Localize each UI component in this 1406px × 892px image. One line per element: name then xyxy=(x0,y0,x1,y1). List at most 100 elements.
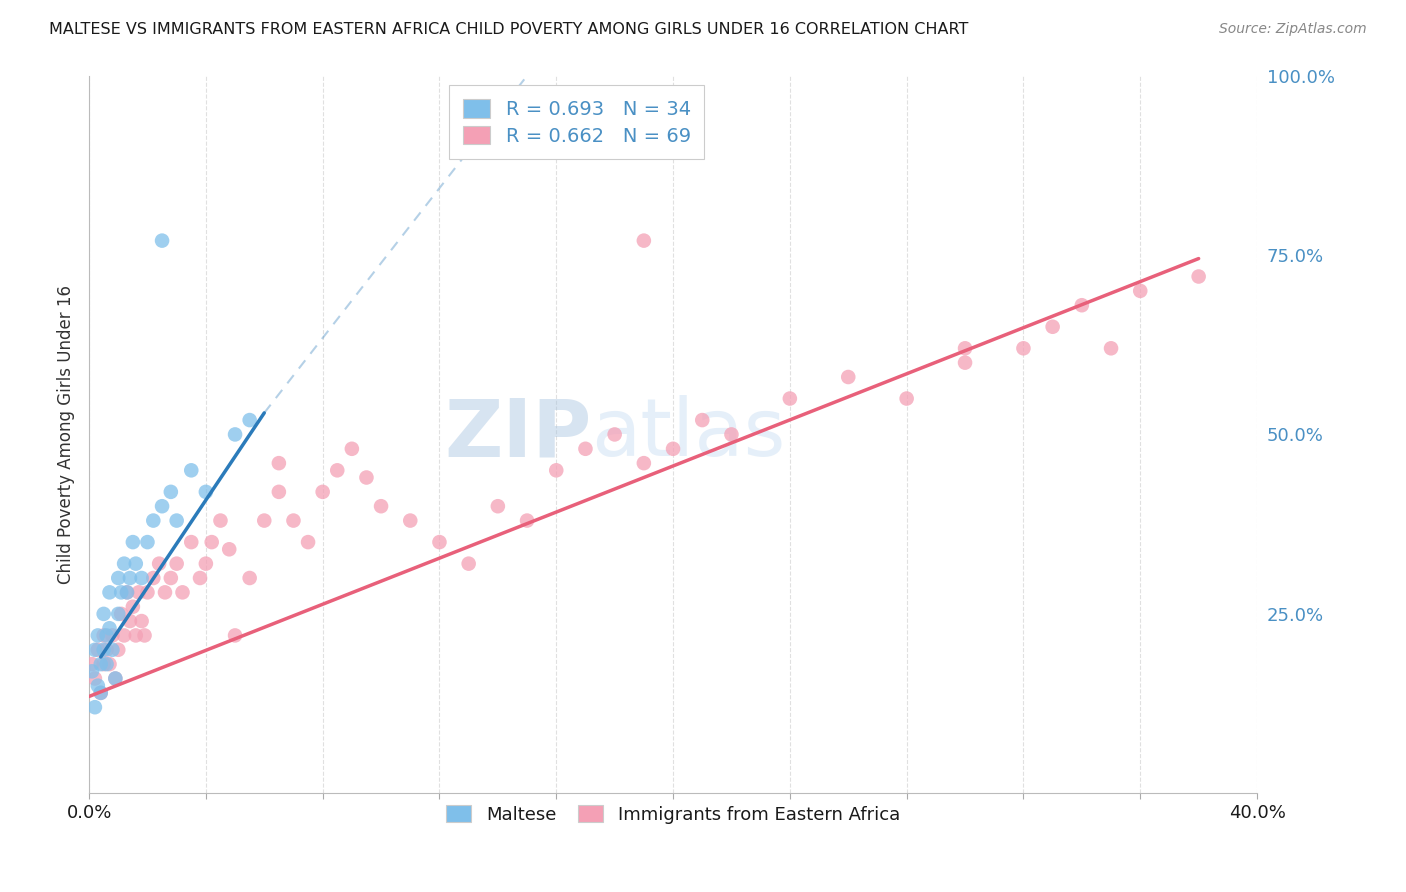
Point xyxy=(84,700,107,714)
Point xyxy=(125,628,148,642)
Point xyxy=(84,642,107,657)
Point xyxy=(104,672,127,686)
Point xyxy=(87,679,110,693)
Point xyxy=(239,571,262,585)
Point xyxy=(267,484,290,499)
Point xyxy=(87,628,110,642)
Point xyxy=(399,514,422,528)
Point xyxy=(224,427,246,442)
Point xyxy=(1188,269,1211,284)
Legend: Maltese, Immigrants from Eastern Africa: Maltese, Immigrants from Eastern Africa xyxy=(436,794,911,835)
Point xyxy=(107,607,129,621)
Point xyxy=(118,614,141,628)
Point xyxy=(283,514,305,528)
Point xyxy=(239,413,262,427)
Point xyxy=(662,442,685,456)
Text: MALTESE VS IMMIGRANTS FROM EASTERN AFRICA CHILD POVERTY AMONG GIRLS UNDER 16 COR: MALTESE VS IMMIGRANTS FROM EASTERN AFRIC… xyxy=(49,22,969,37)
Point xyxy=(104,672,127,686)
Point xyxy=(90,686,112,700)
Point xyxy=(172,585,194,599)
Point xyxy=(218,542,240,557)
Text: ZIP: ZIP xyxy=(444,395,592,474)
Point xyxy=(896,392,918,406)
Point xyxy=(311,484,333,499)
Point xyxy=(84,672,107,686)
Point xyxy=(779,392,801,406)
Point xyxy=(107,571,129,585)
Point xyxy=(516,514,538,528)
Point xyxy=(633,456,655,470)
Point xyxy=(150,500,173,514)
Point xyxy=(224,628,246,642)
Point xyxy=(118,571,141,585)
Point xyxy=(837,370,859,384)
Point xyxy=(98,621,121,635)
Point xyxy=(87,642,110,657)
Point xyxy=(267,456,290,470)
Point xyxy=(110,585,132,599)
Point xyxy=(142,571,165,585)
Point xyxy=(457,557,479,571)
Point xyxy=(194,484,217,499)
Y-axis label: Child Poverty Among Girls Under 16: Child Poverty Among Girls Under 16 xyxy=(58,285,75,584)
Point xyxy=(603,427,626,442)
Point xyxy=(209,514,232,528)
Point xyxy=(122,535,145,549)
Point xyxy=(90,686,112,700)
Point xyxy=(93,657,115,672)
Point xyxy=(112,557,135,571)
Point xyxy=(98,657,121,672)
Point xyxy=(125,557,148,571)
Point xyxy=(136,585,159,599)
Point xyxy=(486,500,509,514)
Point xyxy=(253,514,276,528)
Point xyxy=(356,470,378,484)
Point xyxy=(93,642,115,657)
Point xyxy=(150,234,173,248)
Point xyxy=(633,234,655,248)
Point xyxy=(326,463,349,477)
Point xyxy=(101,642,124,657)
Point xyxy=(136,535,159,549)
Point xyxy=(131,571,153,585)
Point xyxy=(1129,284,1152,298)
Point xyxy=(1070,298,1092,312)
Point xyxy=(429,535,451,549)
Point xyxy=(96,657,118,672)
Point xyxy=(93,628,115,642)
Point xyxy=(96,628,118,642)
Point xyxy=(166,514,188,528)
Point xyxy=(96,642,118,657)
Text: atlas: atlas xyxy=(592,395,786,474)
Point xyxy=(98,585,121,599)
Point xyxy=(115,585,138,599)
Point xyxy=(93,607,115,621)
Point xyxy=(1099,341,1122,355)
Point xyxy=(953,341,976,355)
Point xyxy=(297,535,319,549)
Point xyxy=(180,463,202,477)
Point xyxy=(159,571,181,585)
Point xyxy=(112,628,135,642)
Point xyxy=(188,571,211,585)
Point xyxy=(115,585,138,599)
Point xyxy=(166,557,188,571)
Point xyxy=(953,356,976,370)
Point xyxy=(131,614,153,628)
Point xyxy=(90,657,112,672)
Point xyxy=(194,557,217,571)
Point xyxy=(107,642,129,657)
Point xyxy=(720,427,742,442)
Point xyxy=(80,657,103,672)
Point xyxy=(148,557,170,571)
Point xyxy=(180,535,202,549)
Text: Source: ZipAtlas.com: Source: ZipAtlas.com xyxy=(1219,22,1367,37)
Point xyxy=(690,413,713,427)
Point xyxy=(201,535,224,549)
Point xyxy=(159,484,181,499)
Point xyxy=(122,599,145,614)
Point xyxy=(101,628,124,642)
Point xyxy=(128,585,150,599)
Point xyxy=(574,442,596,456)
Point xyxy=(142,514,165,528)
